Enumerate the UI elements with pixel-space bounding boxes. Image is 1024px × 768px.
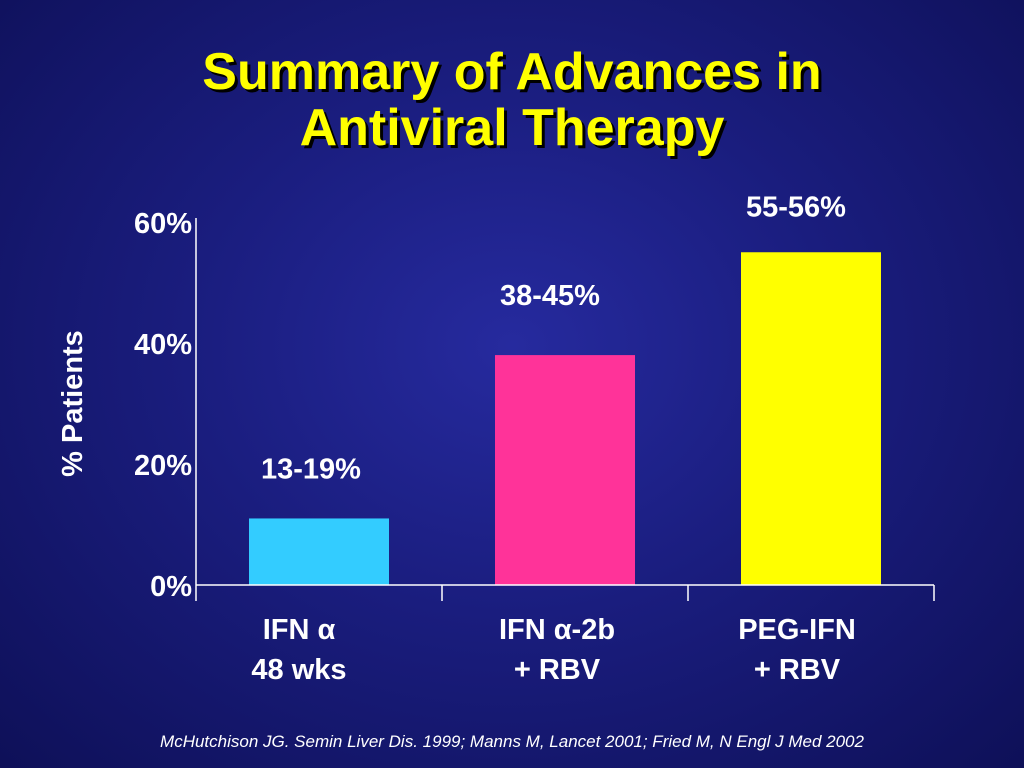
- category-label-1-line-1: IFN α: [263, 614, 336, 646]
- y-axis-label: % Patients: [57, 330, 89, 477]
- data-label-1: 13-19%: [261, 453, 361, 485]
- category-label-3-line-1: PEG-IFN: [738, 614, 856, 646]
- category-label-2-line-2: + RBV: [514, 654, 601, 686]
- bar-3: [741, 252, 881, 585]
- y-tick-label-1: 20%: [134, 450, 192, 482]
- y-tick-label-2: 40%: [134, 329, 192, 361]
- title-line-2: Antiviral Therapy: [299, 99, 725, 157]
- category-label-3-line-2: + RBV: [754, 654, 841, 686]
- slide-title: Summary of Advances in Antiviral Therapy: [0, 44, 1024, 156]
- title-line-1: Summary of Advances in: [202, 43, 822, 101]
- y-tick-label-0: 0%: [150, 571, 192, 603]
- category-label-1-line-2: 48 wks: [251, 654, 346, 686]
- data-label-2: 38-45%: [500, 280, 600, 312]
- bar-2: [495, 355, 635, 585]
- category-label-2-line-1: IFN α-2b: [499, 614, 615, 646]
- data-label-3: 55-56%: [746, 191, 846, 223]
- citation: McHutchison JG. Semin Liver Dis. 1999; M…: [160, 732, 864, 751]
- bar-1: [249, 518, 389, 585]
- y-tick-label-3: 60%: [134, 208, 192, 240]
